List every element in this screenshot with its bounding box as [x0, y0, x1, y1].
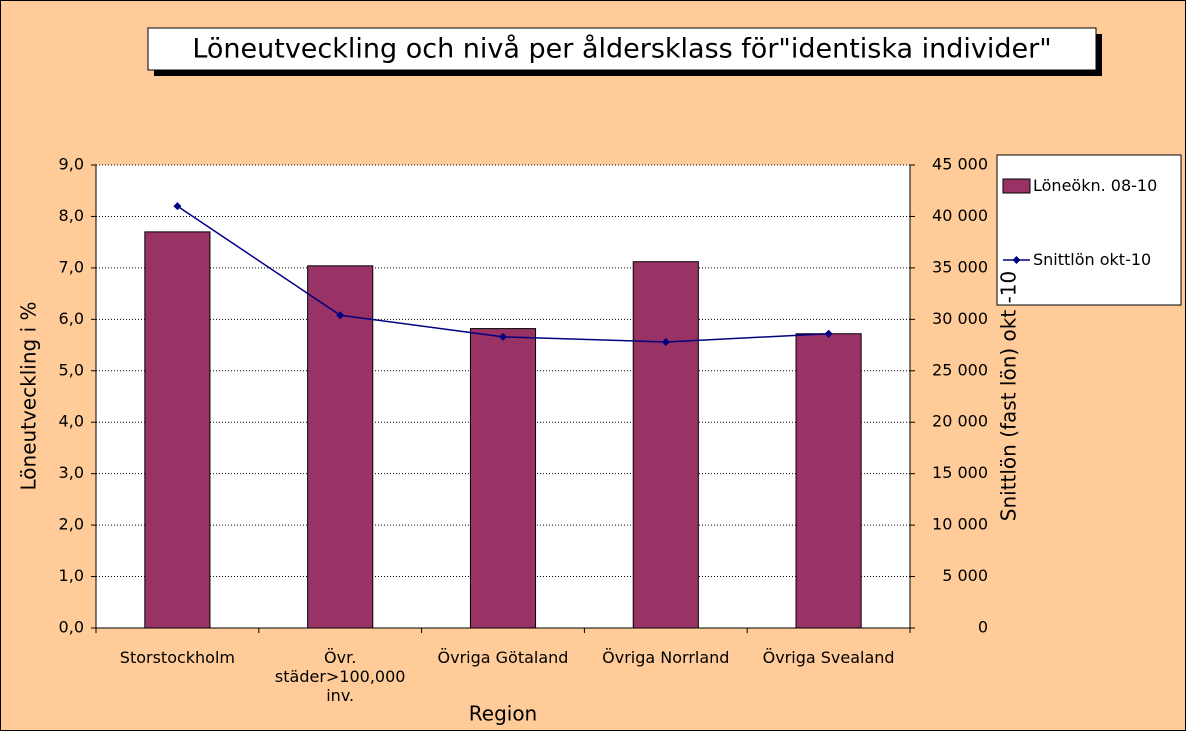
bar [144, 231, 211, 629]
y-axis-title: Löneutveckling i % [17, 301, 41, 490]
bar [795, 333, 862, 629]
marker [824, 329, 833, 338]
legend-label: Löneökn. 08-10 [1033, 176, 1158, 195]
chart-title: Löneutveckling och nivå per åldersklass … [192, 34, 1051, 65]
y-tick-label: 7,0 [59, 257, 84, 276]
y2-tick-label: 40 000 [932, 206, 988, 225]
legend-marker [1012, 256, 1021, 264]
y2-tick-label: 35 000 [932, 257, 988, 276]
marker [499, 332, 507, 341]
legend-label: Snittlön okt-10 [1033, 250, 1152, 269]
bar [469, 328, 537, 629]
y-tick-label: 5,0 [59, 360, 84, 379]
bar [632, 261, 699, 629]
title-box [147, 27, 1097, 71]
x-tick-label: Övr. städer>100,000 inv. [274, 648, 406, 705]
y2-axis-title: Snittlön (fast lön) okt -10 [997, 271, 1021, 521]
y-tick-label: 3,0 [59, 463, 84, 482]
y2-tick-label: 30 000 [932, 309, 988, 328]
x-tick-label: Övriga Norrland [602, 648, 730, 667]
x-tick-label: Övriga Svealand [762, 648, 895, 667]
x-axis-title: Region [469, 702, 537, 726]
y2-tick-label: 5 000 [942, 566, 988, 585]
marker [173, 202, 182, 211]
x-tick-label: Storstockholm [119, 648, 235, 667]
y2-tick-label: 15 000 [932, 463, 988, 482]
y2-tick-label: 0 [978, 618, 988, 637]
y-tick-label: 8,0 [59, 206, 84, 225]
y2-tick-label: 45 000 [932, 155, 988, 174]
marker [336, 311, 345, 320]
x-tick-label: Övriga Götaland [437, 648, 569, 667]
y2-tick-label: 20 000 [932, 412, 988, 431]
y-tick-label: 6,0 [59, 309, 84, 328]
y-tick-label: 1,0 [59, 566, 84, 585]
bar [307, 265, 374, 629]
y-tick-label: 0,0 [59, 618, 84, 637]
y-tick-label: 4,0 [59, 412, 84, 431]
legend-swatch [1002, 178, 1031, 194]
y2-tick-label: 10 000 [932, 515, 988, 534]
y2-tick-label: 25 000 [932, 360, 988, 379]
marker [661, 337, 670, 346]
y-tick-label: 9,0 [59, 155, 84, 174]
y-tick-label: 2,0 [59, 515, 84, 534]
